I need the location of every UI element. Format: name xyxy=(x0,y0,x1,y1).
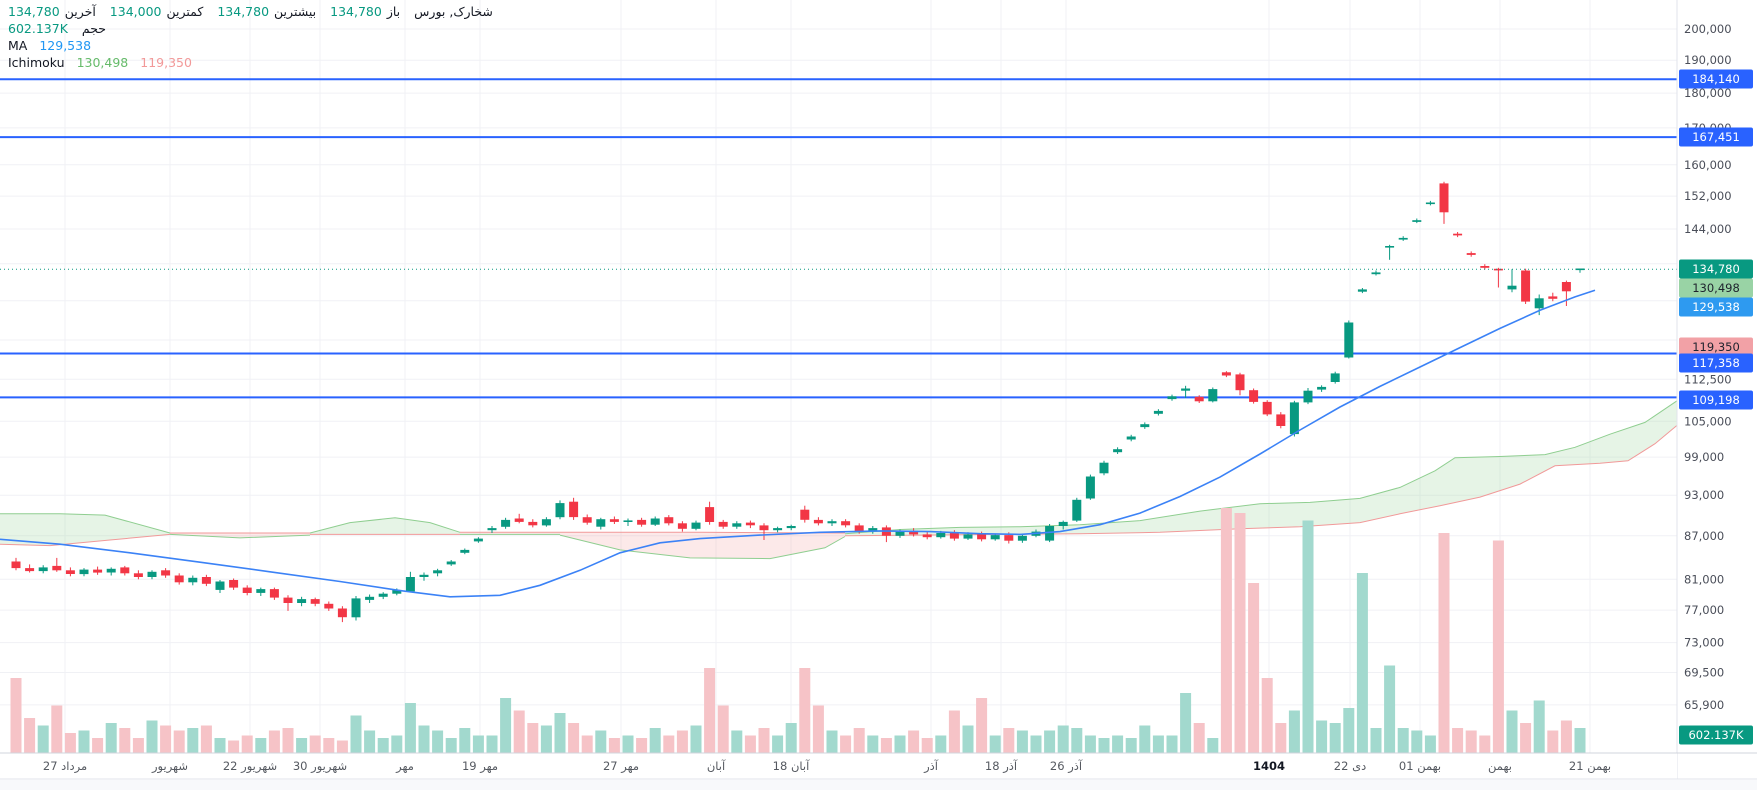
candles-layer xyxy=(11,181,1585,623)
last-value: 134,780 xyxy=(8,4,60,19)
volume-layer xyxy=(10,508,1586,753)
time-tick-label: بهمن xyxy=(1488,759,1512,774)
time-tick-label: آذر xyxy=(923,759,939,774)
time-tick-label: 1404 xyxy=(1253,759,1285,773)
ma-value: 129,538 xyxy=(39,38,92,53)
legend-ohlc-row[interactable]: شخارک, بورس باز 134,780 بیشترین 134,780 کم… xyxy=(8,3,493,20)
ma-line xyxy=(0,289,1596,598)
level-lines-layer xyxy=(0,78,1677,399)
price-tick-label: 112,500 xyxy=(1684,372,1732,386)
ichimoku-senkou-b-value: 119,350 xyxy=(140,55,192,70)
time-tick-label: 22 شهریور xyxy=(223,759,277,774)
price-tick-label: 87,000 xyxy=(1684,529,1724,543)
price-badge-label: 134,780 xyxy=(1692,262,1740,276)
price-badge-label: 117,358 xyxy=(1692,356,1740,370)
price-badge-label: 130,498 xyxy=(1692,281,1740,295)
price-badge-label: 109,198 xyxy=(1692,393,1740,407)
time-tick-label: 21 بهمن xyxy=(1569,759,1611,774)
price-tick-label: 93,000 xyxy=(1684,488,1724,502)
price-tick-label: 190,000 xyxy=(1684,53,1732,67)
ichimoku-cloud-layer xyxy=(0,400,1678,560)
time-axis[interactable]: 27 مرداد شهریور 22 شهریور 30 شهریور مهر 19 مه… xyxy=(0,752,1757,790)
grid-layer xyxy=(0,0,1677,753)
time-tick-label: 26 آذر xyxy=(1050,759,1083,774)
low-value: 134,000 xyxy=(109,4,162,19)
time-tick-label: 30 شهریور xyxy=(293,759,347,774)
price-tick-label: 200,000 xyxy=(1684,22,1732,36)
time-tick-label: آبان xyxy=(707,759,726,773)
price-tick-label: 160,000 xyxy=(1684,158,1732,172)
price-tick-label: 65,900 xyxy=(1684,698,1724,712)
symbol-name: شخارک, بورس xyxy=(414,4,493,19)
volume-value: 602.137K xyxy=(8,21,68,36)
low-value-pair: کمترین 134,000 xyxy=(109,4,204,19)
price-badge-label: 119,350 xyxy=(1692,340,1740,354)
high-value-pair: بیشترین 134,780 xyxy=(217,4,317,19)
price-tick-label: 105,000 xyxy=(1684,414,1732,428)
price-axis-badges: 184,140 167,451 134,780 130,498 129,538 119,3… xyxy=(1679,69,1753,745)
price-tick-label: 99,000 xyxy=(1684,450,1724,464)
price-badge-label: 602.137K xyxy=(1688,728,1744,742)
price-badge-label: 167,451 xyxy=(1692,130,1740,144)
price-badge-label: 129,538 xyxy=(1692,300,1740,314)
price-tick-label: 73,000 xyxy=(1684,636,1724,650)
high-value: 134,780 xyxy=(217,4,270,19)
price-tick-label: 152,000 xyxy=(1684,189,1732,203)
legend-ichimoku-row[interactable]: Ichimoku 130,498 119,350 xyxy=(8,55,192,70)
time-tick-label: 18 آبان xyxy=(773,759,810,773)
price-tick-label: 180,000 xyxy=(1684,86,1732,100)
time-tick-label: مهر xyxy=(395,759,414,774)
time-tick-label: 27 مهر xyxy=(603,759,639,774)
ichimoku-senkou-a-value: 130,498 xyxy=(76,55,129,70)
price-tick-label: 77,000 xyxy=(1684,603,1724,617)
price-badge-label: 184,140 xyxy=(1692,72,1740,86)
price-tick-label: 69,500 xyxy=(1684,666,1724,680)
legend-ma-row[interactable]: MA 129,538 xyxy=(8,38,92,53)
time-tick-label: 19 مهر xyxy=(462,759,498,774)
time-tick-label: شهریور xyxy=(151,759,188,774)
legend-volume-row[interactable]: حجم 602.137K xyxy=(8,21,107,36)
last-value-pair: آخرین 134,780 xyxy=(8,4,96,19)
time-tick-label: 18 آذر xyxy=(985,759,1018,774)
chart-legend: شخارک, بورس باز 134,780 بیشترین 134,780 کم… xyxy=(8,3,493,71)
price-tick-label: 81,000 xyxy=(1684,572,1724,586)
price-tick-label: 144,000 xyxy=(1684,222,1732,236)
time-tick-label: 22 دی xyxy=(1334,759,1366,773)
open-value-pair: باز 134,780 xyxy=(330,4,401,19)
time-tick-label: 27 مرداد xyxy=(43,759,87,774)
open-value: 134,780 xyxy=(330,4,382,19)
time-tick-label: 01 بهمن xyxy=(1399,759,1441,774)
